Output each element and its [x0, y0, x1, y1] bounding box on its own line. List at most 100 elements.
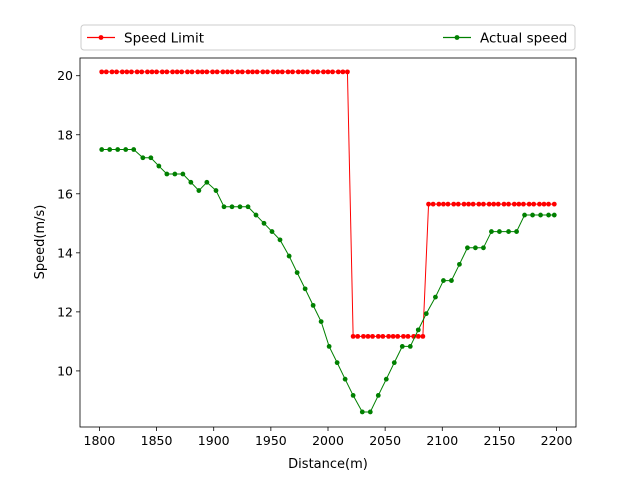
data-point-speed-limit: [350, 333, 356, 339]
data-point-speed-limit: [129, 69, 134, 75]
data-point-speed-limit: [270, 69, 276, 75]
data-point-speed-limit: [245, 69, 251, 75]
data-point-speed-limit: [466, 201, 471, 207]
y-tick-label: 14: [57, 245, 73, 260]
data-point-actual-speed: [204, 179, 210, 185]
data-point-actual-speed: [473, 245, 478, 251]
data-point-actual-speed: [441, 278, 446, 283]
data-point-speed-limit: [139, 69, 145, 75]
data-point-speed-limit: [134, 69, 140, 75]
data-point-actual-speed: [269, 229, 275, 234]
data-point-speed-limit: [501, 201, 507, 207]
data-point-actual-speed: [99, 147, 105, 152]
data-point-actual-speed: [213, 188, 219, 193]
legend-marker-actual-speed: [454, 35, 460, 40]
data-point-speed-limit: [370, 333, 375, 339]
data-point-actual-speed: [318, 319, 324, 325]
data-point-actual-speed: [522, 212, 527, 218]
data-point-actual-speed: [342, 376, 348, 382]
data-point-speed-limit: [395, 333, 401, 339]
data-point-speed-limit: [461, 201, 467, 207]
y-axis-label: Speed(m/s): [33, 205, 48, 280]
data-point-speed-limit: [401, 333, 406, 339]
data-point-speed-limit: [290, 69, 295, 75]
y-tick-label: 16: [57, 186, 73, 201]
data-point-actual-speed: [481, 245, 486, 251]
data-point-actual-speed: [506, 229, 511, 234]
x-tick-label: 2200: [541, 433, 573, 448]
x-axis: 1800 1850 1900 1950 2000 2050 2100 2150 2200: [84, 427, 573, 448]
data-point-speed-limit: [114, 69, 119, 75]
data-point-actual-speed: [229, 204, 235, 210]
data-point-speed-limit: [119, 69, 125, 75]
y-tick-label: 20: [57, 68, 73, 83]
data-point-speed-limit: [441, 201, 446, 207]
data-point-actual-speed: [253, 212, 259, 218]
data-point-speed-limit: [375, 333, 381, 339]
y-tick-label: 10: [57, 363, 73, 378]
data-point-actual-speed: [367, 409, 373, 415]
data-point-speed-limit: [99, 69, 105, 75]
data-point-speed-limit: [491, 201, 497, 207]
data-point-actual-speed: [399, 344, 405, 349]
data-point-speed-limit: [310, 69, 316, 75]
data-point-actual-speed: [156, 163, 162, 169]
data-point-actual-speed: [261, 220, 267, 226]
data-point-actual-speed: [407, 344, 413, 349]
data-point-speed-limit: [355, 333, 361, 339]
data-point-speed-limit: [300, 69, 306, 75]
data-point-actual-speed: [188, 179, 194, 185]
data-point-actual-speed: [497, 229, 502, 234]
data-point-speed-limit: [445, 201, 451, 207]
data-point-speed-limit: [204, 69, 210, 75]
legend-marker-speed-limit: [98, 35, 104, 40]
data-point-actual-speed: [551, 212, 557, 218]
x-tick-label: 2150: [484, 433, 516, 448]
data-point-speed-limit: [235, 69, 241, 75]
data-point-speed-limit: [521, 201, 526, 207]
x-tick-label: 1850: [141, 433, 173, 448]
data-point-speed-limit: [361, 333, 366, 339]
data-point-speed-limit: [199, 69, 205, 75]
data-point-actual-speed: [164, 171, 170, 177]
data-point-actual-speed: [237, 204, 243, 210]
data-point-speed-limit: [330, 69, 335, 75]
data-point-actual-speed: [294, 270, 300, 276]
data-point-speed-limit: [260, 69, 266, 75]
plot-area: [79, 57, 577, 428]
legend-label-speed-limit: Speed Limit: [124, 31, 204, 47]
data-point-speed-limit: [365, 333, 371, 339]
data-point-speed-limit: [481, 201, 486, 207]
data-point-speed-limit: [279, 69, 285, 75]
data-point-actual-speed: [334, 360, 340, 366]
data-point-speed-limit: [189, 69, 195, 75]
data-point-speed-limit: [476, 201, 482, 207]
data-point-actual-speed: [131, 147, 137, 152]
data-point-actual-speed: [530, 212, 535, 218]
data-point-actual-speed: [359, 409, 365, 415]
data-point-speed-limit: [531, 201, 537, 207]
data-point-speed-limit: [285, 69, 291, 75]
data-point-speed-limit: [174, 69, 180, 75]
data-point-speed-limit: [214, 69, 220, 75]
data-point-speed-limit: [275, 69, 281, 75]
data-point-speed-limit: [265, 69, 270, 75]
data-point-speed-limit: [537, 201, 542, 207]
data-point-speed-limit: [405, 333, 411, 339]
data-point-speed-limit: [516, 201, 522, 207]
data-point-actual-speed: [286, 253, 292, 259]
data-point-speed-limit: [486, 201, 492, 207]
x-tick-label: 2000: [312, 433, 344, 448]
data-point-speed-limit: [185, 69, 190, 75]
x-axis-label: Distance(m): [288, 457, 368, 472]
data-point-speed-limit: [325, 69, 331, 75]
data-point-speed-limit: [340, 69, 346, 75]
data-point-speed-limit: [225, 69, 230, 75]
data-point-speed-limit: [254, 69, 260, 75]
x-tick-label: 1800: [84, 433, 116, 448]
data-point-actual-speed: [245, 204, 251, 210]
data-point-speed-limit: [511, 201, 517, 207]
data-point-actual-speed: [350, 393, 356, 398]
legend: Speed Limit Actual speed: [80, 24, 576, 51]
